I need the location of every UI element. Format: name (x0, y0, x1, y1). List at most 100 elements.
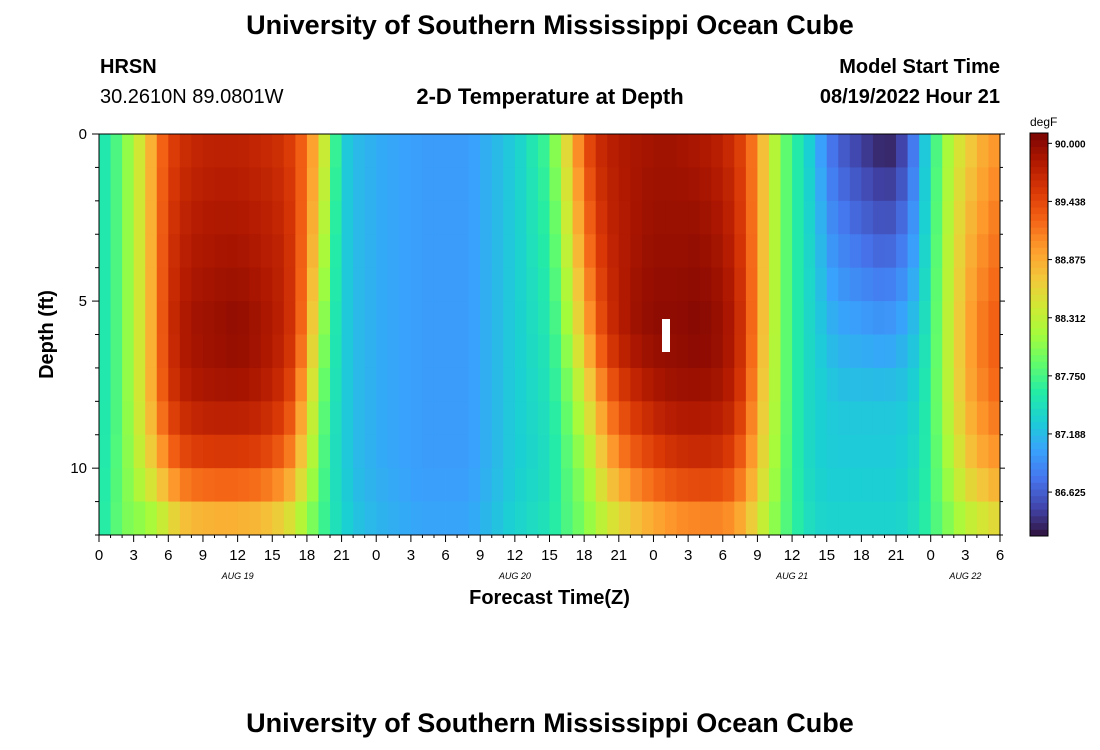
heatmap-cell (630, 334, 643, 369)
heatmap-cell (665, 401, 677, 436)
heatmap-cell (110, 468, 123, 502)
heatmap-cell (179, 200, 192, 235)
heatmap-cell (330, 468, 342, 502)
heatmap-cell (872, 334, 885, 369)
heatmap-cell (457, 334, 470, 369)
heatmap-cell (179, 267, 192, 302)
heatmap-cell (214, 167, 227, 202)
heatmap-cell (318, 267, 331, 302)
colorbar-step (1030, 341, 1048, 349)
heatmap-cell (618, 234, 631, 269)
heatmap-cell (295, 334, 308, 369)
heatmap-cell (376, 468, 389, 502)
heatmap-cell (283, 334, 296, 369)
heatmap-cell (537, 267, 550, 302)
heatmap-cell (122, 234, 135, 269)
heatmap-cell (537, 134, 550, 168)
heatmap-cell (491, 267, 504, 302)
colorbar-step (1030, 327, 1048, 335)
heatmap-cell (433, 167, 446, 202)
heatmap-cell (942, 401, 955, 436)
heatmap-cell (272, 468, 285, 502)
heatmap-cell (630, 367, 643, 402)
heatmap-cell (145, 301, 158, 335)
heatmap-cell (445, 267, 458, 302)
heatmap-cell (503, 200, 516, 235)
heatmap-cell (110, 434, 123, 469)
heatmap-cell (110, 200, 123, 235)
heatmap-cell (468, 434, 481, 469)
heatmap-cell (953, 167, 966, 202)
heatmap-cell (711, 200, 724, 235)
heatmap-cell (896, 367, 908, 402)
x-tick-label: 12 (507, 547, 524, 564)
heatmap-cell (757, 468, 770, 502)
heatmap-cell (953, 134, 966, 168)
heatmap-cell (341, 501, 354, 536)
heatmap-cell (618, 200, 631, 235)
heatmap-cell (572, 267, 585, 302)
heatmap-cell (676, 134, 689, 168)
heatmap-cell (133, 434, 146, 469)
heatmap-cell (595, 234, 608, 269)
heatmap-cell (226, 200, 239, 235)
heatmap-cell (341, 434, 354, 469)
colorbar-step (1030, 200, 1048, 208)
heatmap-cell (988, 334, 1001, 369)
heatmap-cell (907, 468, 920, 502)
heatmap-cell (803, 234, 816, 269)
heatmap-cell (734, 434, 747, 469)
heatmap-cell (907, 200, 920, 235)
heatmap-cell (907, 234, 920, 269)
heatmap-cell (665, 367, 677, 402)
model-start-label: Model Start Time (839, 56, 1000, 78)
heatmap-cell (399, 401, 412, 436)
heatmap-cell (711, 468, 724, 502)
heatmap-cell (549, 434, 562, 469)
heatmap-cell (249, 301, 262, 335)
heatmap-cell (953, 501, 966, 536)
heatmap-cell (226, 468, 239, 502)
heatmap-cell (699, 267, 712, 302)
heatmap-cell (976, 167, 989, 202)
heatmap-cell (618, 334, 631, 369)
colorbar-step (1030, 274, 1048, 282)
heatmap-cell (353, 434, 366, 469)
heatmap-cell (618, 134, 631, 168)
heatmap-cell (595, 167, 608, 202)
heatmap-cell (202, 501, 215, 536)
heatmap-cell (306, 434, 319, 469)
heatmap-cell (491, 234, 504, 269)
heatmap-cell (191, 434, 204, 469)
heatmap-cell (145, 134, 158, 168)
heatmap-cell (156, 367, 169, 402)
heatmap-cell (364, 367, 377, 402)
heatmap-cell (422, 267, 435, 302)
heatmap-cell (330, 334, 342, 369)
x-tick-label: 0 (927, 547, 935, 564)
heatmap-cell (572, 367, 585, 402)
heatmap-cell (353, 468, 366, 502)
heatmap-cell (942, 200, 955, 235)
heatmap-cell (699, 401, 712, 436)
heatmap-cell (283, 434, 296, 469)
heatmap-cell (156, 200, 169, 235)
heatmap-cell (792, 401, 805, 436)
heatmap-cell (526, 134, 539, 168)
heatmap-cell (572, 167, 585, 202)
heatmap-cell (364, 267, 377, 302)
heatmap-cell (826, 334, 839, 369)
colorbar-step (1030, 354, 1048, 362)
heatmap-cell (306, 334, 319, 369)
heatmap-cell (537, 301, 550, 335)
heatmap-cell (711, 301, 724, 335)
heatmap-cell (826, 401, 839, 436)
heatmap-cell (745, 334, 758, 369)
colorbar-step (1030, 300, 1048, 309)
heatmap-cell (653, 134, 666, 168)
heatmap-cell (376, 334, 389, 369)
heatmap-cell (757, 501, 770, 536)
heatmap-cell (122, 200, 135, 235)
heatmap-cell (711, 334, 724, 369)
